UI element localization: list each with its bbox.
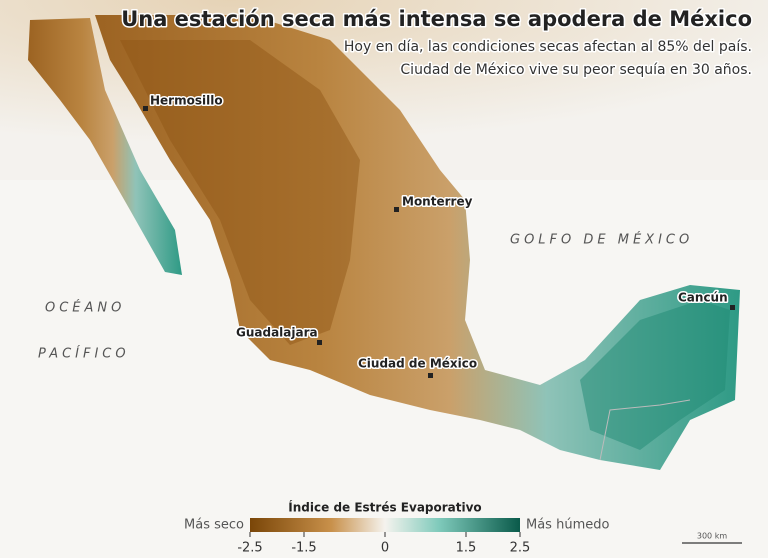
colorbar-ticks: -2.5 -1.5 0 1.5 2.5 bbox=[237, 532, 530, 556]
subtitle: Ciudad de México vive su peor sequía en … bbox=[400, 62, 752, 78]
colorbar-tick-label: -2.5 bbox=[237, 541, 262, 556]
city-label: Guadalajara bbox=[236, 326, 318, 340]
wet-yucatan bbox=[580, 300, 730, 450]
colorbar-tick-label: -1.5 bbox=[291, 541, 316, 556]
water-label: OCÉANO bbox=[45, 300, 125, 316]
title: Una estación seca más intensa se apodera… bbox=[121, 7, 752, 31]
baja-california bbox=[28, 18, 182, 275]
legend-high-label: Más húmedo bbox=[526, 518, 609, 533]
city-marker bbox=[143, 106, 148, 111]
city-marker bbox=[428, 373, 433, 378]
mainland-mexico bbox=[95, 15, 740, 470]
colorbar-tick-label: 1.5 bbox=[456, 541, 477, 556]
colorbar bbox=[250, 518, 520, 532]
city-label: Hermosillo bbox=[150, 94, 223, 108]
guatemala-border bbox=[599, 399, 691, 461]
city-label: Ciudad de México bbox=[358, 357, 477, 371]
city-marker bbox=[317, 340, 322, 345]
subtitle: Hoy en día, las condiciones secas afecta… bbox=[344, 39, 752, 55]
colorbar-tick-label: 2.5 bbox=[510, 541, 531, 556]
city-marker bbox=[394, 207, 399, 212]
city-marker bbox=[730, 305, 735, 310]
city-label: Monterrey bbox=[402, 195, 473, 209]
city-label: Cancún bbox=[678, 291, 728, 305]
water-label: PACÍFICO bbox=[38, 346, 130, 362]
dry-core bbox=[120, 40, 360, 345]
legend-title: Índice de Estrés Evaporativo bbox=[288, 500, 481, 515]
scale-label: 300 km bbox=[697, 532, 727, 541]
legend-low-label: Más seco bbox=[184, 518, 244, 533]
colorbar-tick-label: 0 bbox=[381, 541, 389, 556]
water-label: GOLFO DE MÉXICO bbox=[510, 232, 693, 248]
